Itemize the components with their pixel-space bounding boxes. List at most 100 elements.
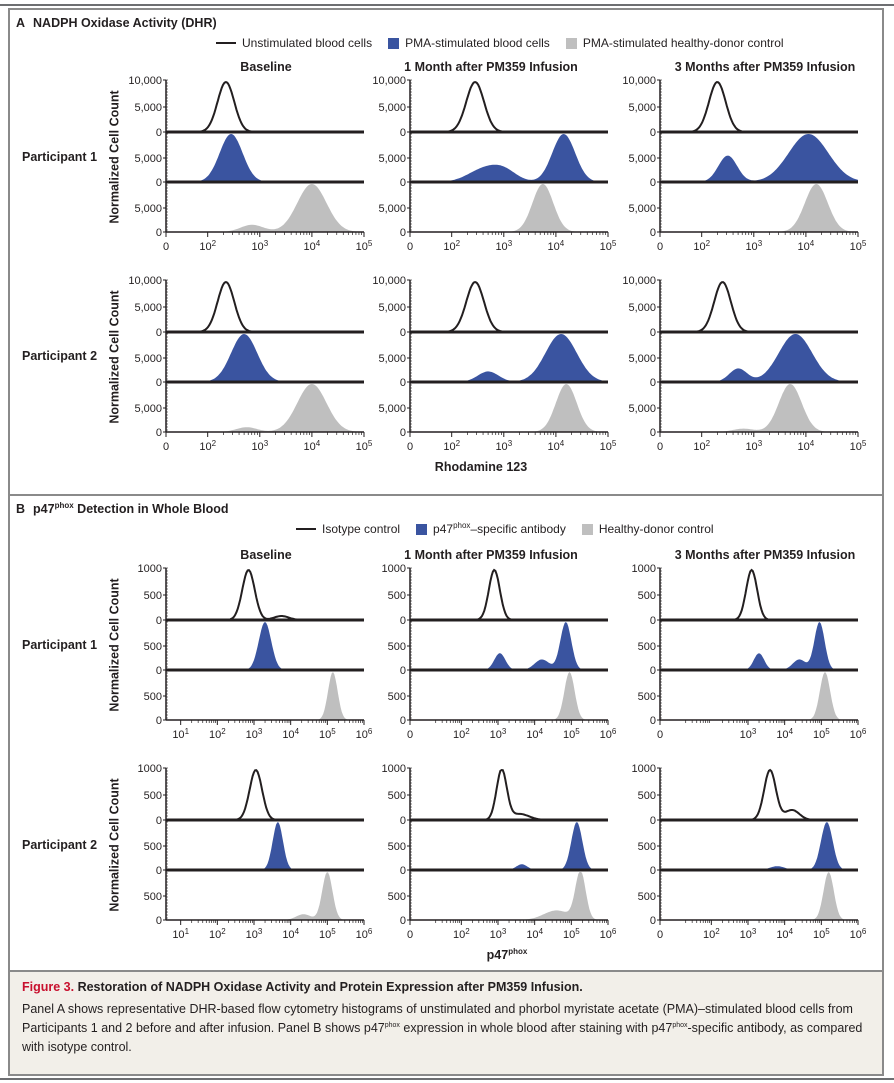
column-title-3-months: 3 Months after PM359 Infusion <box>674 548 856 562</box>
y-tick-label: 0 <box>156 177 162 189</box>
y-tick-label: 10,000 <box>128 75 162 87</box>
panel-a-title-text: NADPH Oxidase Activity (DHR) <box>33 16 217 30</box>
y-tick-label: 0 <box>156 127 162 139</box>
control-histogram <box>410 672 608 720</box>
y-tick-label: 0 <box>400 615 406 627</box>
y-tick-label: 0 <box>400 177 406 189</box>
unstimulated-histogram <box>166 568 364 621</box>
y-tick-label: 0 <box>650 377 656 389</box>
y-tick-label: 500 <box>144 641 162 653</box>
y-tick-label: 5,000 <box>378 302 406 314</box>
row-label-participant-1: Participant 1 <box>22 150 98 164</box>
unstimulated-histogram <box>410 81 608 133</box>
x-tick-label: 106 <box>850 927 867 941</box>
column-title-baseline: Baseline <box>240 548 292 562</box>
y-tick-label: 5,000 <box>134 353 162 365</box>
unstimulated-histogram <box>410 281 608 333</box>
y-tick-label: 0 <box>156 815 162 827</box>
stimulated-histogram <box>410 334 608 382</box>
stimulated-histogram <box>660 134 858 182</box>
stimulated-histogram <box>166 622 364 670</box>
legend-gray-swatch <box>581 523 593 535</box>
x-tick-label: 106 <box>356 727 373 741</box>
y-tick-label: 500 <box>388 891 406 903</box>
y-tick-label: 0 <box>156 327 162 339</box>
panel-b-letter: B <box>16 502 26 516</box>
y-tick-label: 10,000 <box>372 275 406 287</box>
y-tick-label: 5,000 <box>378 403 406 415</box>
x-tick-label: 104 <box>798 239 815 253</box>
y-tick-label: 5,000 <box>134 302 162 314</box>
legend-item-isotype: Isotype control <box>296 522 400 536</box>
x-tick-label: 0 <box>407 929 413 941</box>
x-tick-label: 102 <box>443 239 460 253</box>
y-tick-label: 1000 <box>632 763 656 775</box>
x-tick-label: 102 <box>703 927 720 941</box>
caption-body: Panel A shows representative DHR-based f… <box>22 1002 863 1054</box>
control-histogram <box>166 672 364 720</box>
x-tick-label: 102 <box>453 727 470 741</box>
unstimulated-histogram <box>166 769 364 821</box>
x-tick-label: 101 <box>172 927 189 941</box>
stimulated-histogram <box>660 622 858 670</box>
y-tick-label: 5,000 <box>134 203 162 215</box>
y-tick-label: 0 <box>156 377 162 389</box>
legend-item-specific-antibody: p47phox–specific antibody <box>416 522 566 536</box>
x-tick-label: 102 <box>693 439 710 453</box>
x-tick-label: 103 <box>495 439 512 453</box>
x-tick-label: 0 <box>657 441 663 453</box>
x-tick-label: 105 <box>600 239 617 253</box>
legend-label: Unstimulated blood cells <box>242 36 373 50</box>
control-histogram <box>410 384 608 432</box>
x-tick-label: 0 <box>657 729 663 741</box>
legend-item-pma-stimulated: PMA-stimulated blood cells <box>388 36 550 50</box>
x-tick-label: 106 <box>600 927 617 941</box>
y-tick-label: 1000 <box>382 763 406 775</box>
y-tick-label: 0 <box>400 915 406 927</box>
y-tick-label: 0 <box>400 427 406 439</box>
y-tick-label: 0 <box>650 815 656 827</box>
y-tick-label: 5,000 <box>134 102 162 114</box>
x-tick-label: 104 <box>282 927 299 941</box>
caption-title: Figure 3. Restoration of NADPH Oxidase A… <box>22 980 870 994</box>
x-tick-label: 103 <box>740 927 757 941</box>
y-tick-label: 0 <box>156 665 162 677</box>
y-tick-label: 5,000 <box>628 353 656 365</box>
stimulated-histogram <box>410 134 608 182</box>
x-tick-label: 0 <box>657 929 663 941</box>
y-tick-label: 10,000 <box>372 75 406 87</box>
y-tick-label: 500 <box>638 691 656 703</box>
y-tick-label: 1000 <box>138 763 162 775</box>
legend-blue-swatch <box>388 37 400 49</box>
y-tick-label: 500 <box>388 691 406 703</box>
panel-b-title-main: p47 <box>33 502 55 516</box>
y-tick-label: 5,000 <box>628 302 656 314</box>
y-tick-label: 0 <box>650 327 656 339</box>
y-tick-label: 0 <box>650 715 656 727</box>
y-tick-label: 500 <box>144 790 162 802</box>
y-tick-label: 0 <box>650 915 656 927</box>
x-tick-label: 104 <box>798 439 815 453</box>
x-tick-label: 103 <box>490 927 507 941</box>
x-tick-label: 103 <box>740 727 757 741</box>
panel-b-title-rest: Detection in Whole Blood <box>73 502 229 516</box>
x-tick-label: 105 <box>850 239 867 253</box>
legend-label: PMA-stimulated blood cells <box>405 36 550 50</box>
stimulated-histogram <box>410 822 608 870</box>
stimulated-histogram <box>660 822 858 870</box>
legend-label: Isotype control <box>322 522 401 536</box>
x-tick-label: 0 <box>163 241 169 253</box>
x-tick-label: 101 <box>172 727 189 741</box>
y-tick-label: 0 <box>156 427 162 439</box>
y-tick-label: 500 <box>638 790 656 802</box>
row-label-participant-2: Participant 2 <box>22 838 98 852</box>
x-tick-label: 0 <box>657 241 663 253</box>
legend-gray-swatch <box>565 37 577 49</box>
control-histogram <box>660 184 858 232</box>
x-tick-label: 104 <box>548 239 565 253</box>
x-tick-label: 0 <box>163 441 169 453</box>
x-tick-label: 103 <box>251 239 268 253</box>
stimulated-histogram <box>166 822 364 870</box>
x-tick-label: 102 <box>453 927 470 941</box>
